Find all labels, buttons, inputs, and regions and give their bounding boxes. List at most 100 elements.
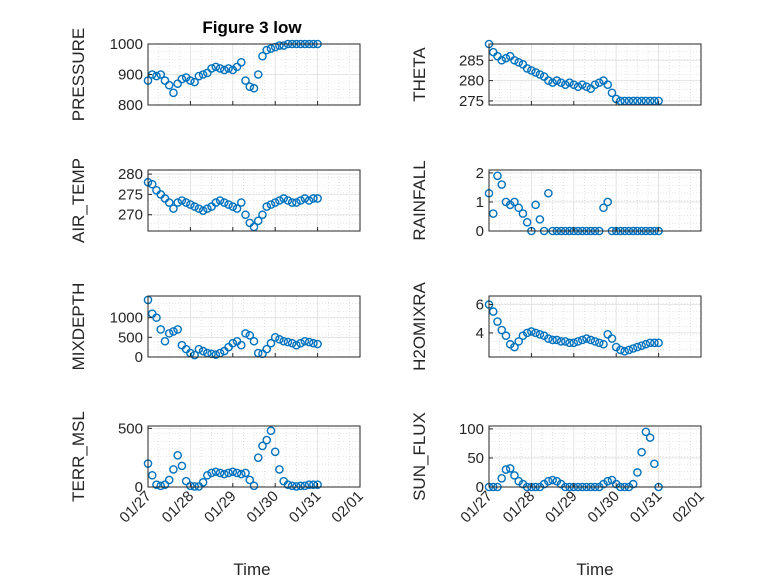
axes-box — [488, 169, 702, 232]
y-tick-label: 270 — [118, 207, 143, 224]
data-point — [245, 82, 255, 91]
y-tick-label: 1000 — [110, 310, 143, 327]
data-point — [190, 202, 199, 211]
data-point — [497, 473, 507, 483]
data-point — [510, 55, 519, 65]
data-point — [253, 453, 263, 462]
y-tick-label: 100 — [459, 421, 484, 438]
data-point — [228, 202, 238, 211]
data-point — [173, 198, 182, 207]
figure-title: Figure 3 low — [202, 18, 302, 37]
data-point — [164, 80, 174, 90]
data-point — [270, 198, 280, 207]
data-point — [292, 340, 301, 350]
data-point — [633, 468, 642, 477]
axes-box — [147, 295, 361, 358]
data-point — [194, 71, 204, 81]
data-point — [607, 334, 617, 343]
data-point — [287, 481, 297, 491]
y-tick-label: 0 — [476, 479, 484, 496]
data-point — [539, 331, 549, 341]
data-point — [603, 80, 613, 89]
axes-box — [488, 295, 702, 358]
data-point — [279, 41, 288, 50]
data-point — [241, 76, 250, 85]
data-point — [232, 204, 242, 213]
data-point — [156, 481, 166, 491]
data-point — [258, 51, 267, 61]
data-point — [211, 467, 221, 477]
data-point — [262, 202, 272, 211]
data-point — [505, 464, 515, 473]
data-point — [535, 70, 545, 79]
data-point — [169, 465, 178, 474]
data-point — [211, 198, 221, 207]
data-point — [198, 70, 208, 79]
x-tick-label: 01/31 — [627, 488, 666, 527]
data-point — [522, 328, 532, 338]
data-point — [152, 313, 161, 322]
data-point — [645, 338, 655, 348]
data-point — [292, 198, 301, 207]
data-point — [275, 465, 284, 474]
y-axis-label: PRESSURE — [69, 28, 88, 122]
data-point — [514, 203, 523, 213]
data-point — [573, 337, 583, 346]
data-point — [207, 64, 216, 73]
data-point — [253, 70, 263, 79]
y-tick-label: 280 — [118, 166, 143, 183]
data-point — [296, 481, 305, 491]
y-tick-label: 800 — [118, 97, 143, 114]
data-point — [190, 482, 199, 491]
x-tick-label: 01/28 — [500, 488, 539, 527]
data-point — [152, 480, 161, 489]
data-point — [177, 74, 187, 84]
data-point — [266, 426, 276, 435]
data-point — [501, 331, 511, 341]
data-point — [241, 329, 250, 338]
data-point — [156, 70, 166, 79]
data-point — [220, 198, 229, 207]
x-tick-label: 02/01 — [328, 488, 367, 527]
data-point — [309, 194, 318, 203]
data-point — [245, 331, 255, 340]
data-point — [544, 476, 553, 486]
data-point — [203, 470, 212, 480]
data-point — [501, 465, 511, 474]
data-point — [177, 461, 187, 471]
y-tick-label: 0 — [135, 479, 143, 496]
data-point — [493, 171, 502, 181]
data-point — [164, 475, 174, 485]
data-point — [249, 336, 259, 346]
data-point — [590, 80, 600, 89]
data-point — [160, 336, 170, 346]
data-point — [590, 337, 600, 346]
data-point — [241, 468, 250, 478]
data-point — [510, 471, 519, 480]
data-point — [283, 337, 293, 347]
data-point — [300, 481, 310, 491]
x-tick-label: 01/29 — [201, 488, 240, 527]
panel-4: 0 1 2 RAINFALL — [410, 160, 702, 241]
y-tick-label: 285 — [459, 52, 484, 69]
data-point — [313, 194, 322, 203]
data-point — [544, 76, 553, 85]
data-point — [296, 196, 305, 205]
x-tick-label: 01/30 — [243, 488, 282, 527]
data-point — [283, 196, 293, 205]
data-point — [313, 339, 322, 349]
x-tick-label: 01/30 — [584, 488, 623, 527]
data-point — [548, 335, 557, 345]
data-point — [203, 204, 212, 213]
data-point — [245, 475, 255, 485]
data-point — [514, 58, 523, 67]
data-point — [582, 82, 591, 91]
data-point — [207, 468, 216, 478]
x-tick-label: 01/28 — [159, 488, 198, 527]
data-point — [641, 427, 651, 437]
data-point — [577, 80, 587, 89]
